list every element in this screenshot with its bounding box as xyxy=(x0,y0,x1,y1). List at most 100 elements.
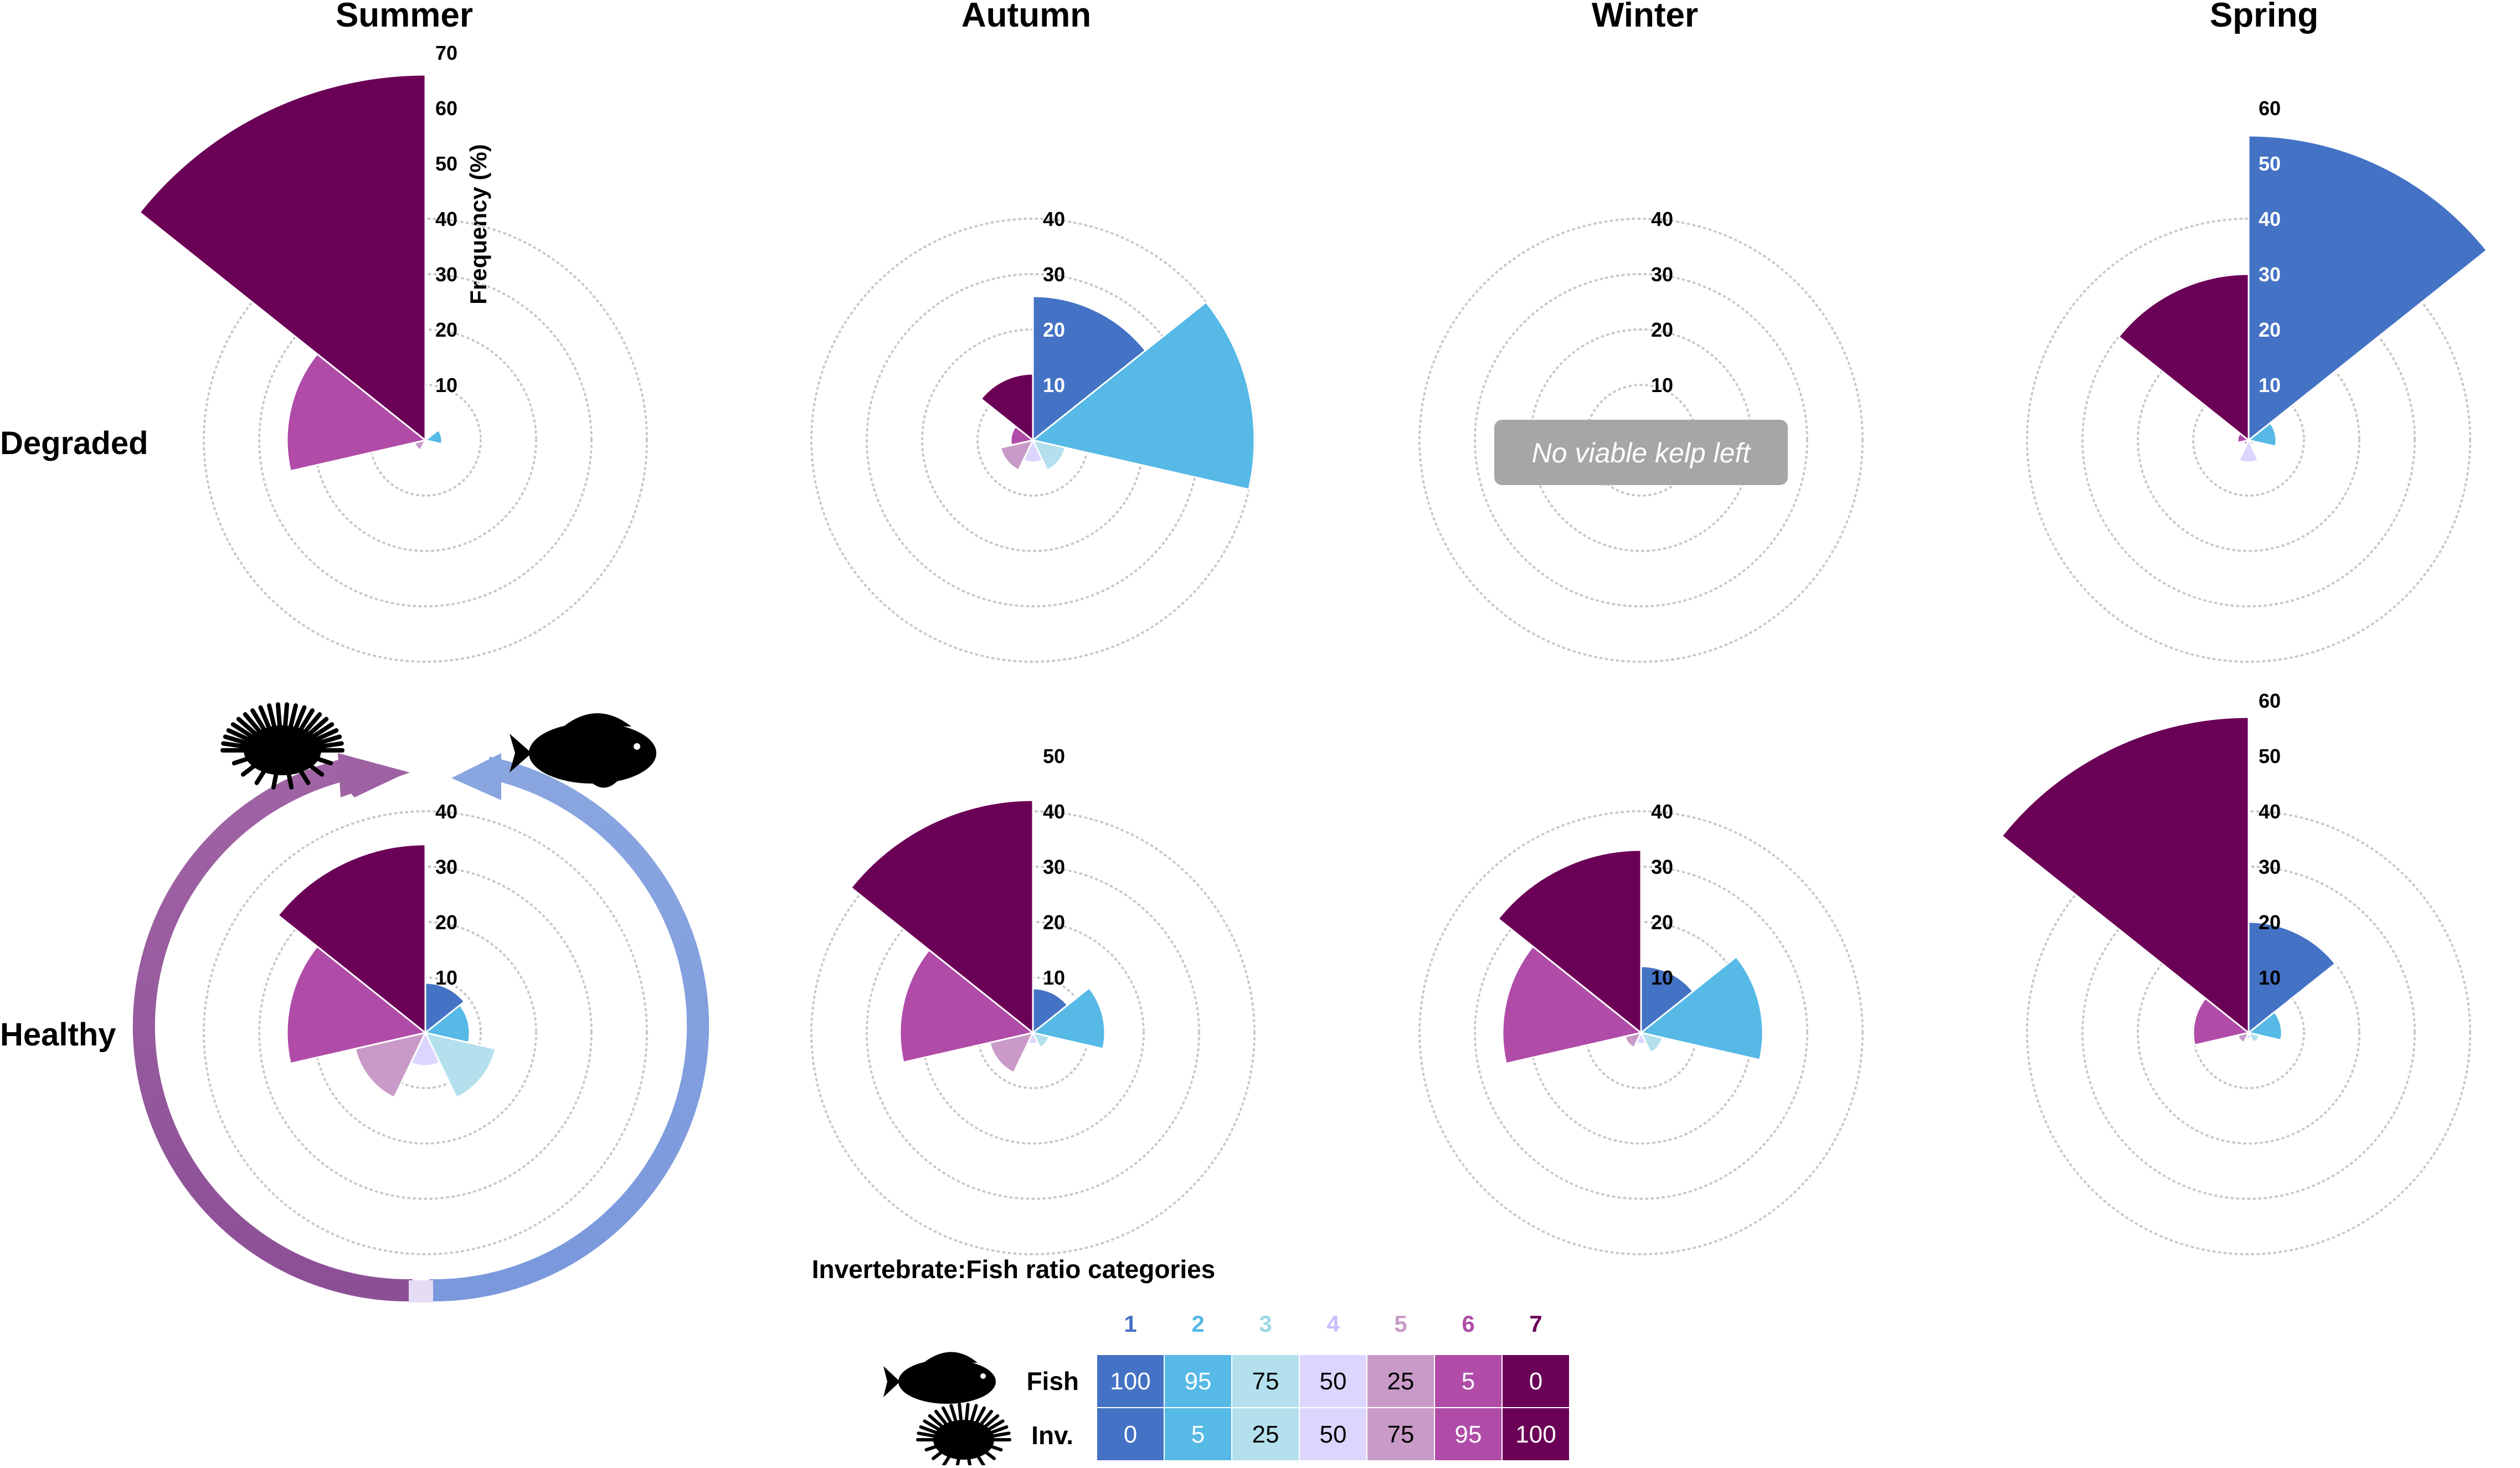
tick-label: 70 xyxy=(435,42,457,64)
tick-label: 50 xyxy=(2259,152,2281,175)
tick-label: 30 xyxy=(435,263,457,286)
tick-label: 10 xyxy=(1651,374,1673,396)
legend-cell-inv-5 xyxy=(1366,1407,1435,1461)
column-title-autumn: Autumn xyxy=(961,0,1091,34)
legend-value-inv-2: 5 xyxy=(1191,1421,1205,1448)
fish-icon xyxy=(510,713,656,788)
tick-label: 30 xyxy=(2259,263,2281,286)
tick-label: 20 xyxy=(2259,911,2281,934)
legend-cell-fish-2 xyxy=(1164,1354,1232,1408)
sector-cat-2 xyxy=(2246,1011,2283,1042)
legend: Invertebrate:Fish ratio categories 1 2 3 4 5… xyxy=(812,1255,1570,1468)
cycle-arrows xyxy=(132,753,709,1302)
sector-cat-7 xyxy=(277,843,426,1035)
tick-label: 20 xyxy=(2259,318,2281,341)
grid-circle xyxy=(203,218,648,663)
legend-value-fish-6: 5 xyxy=(1462,1368,1475,1395)
tick-label: 50 xyxy=(1043,745,1065,768)
legend-value-fish-5: 25 xyxy=(1387,1368,1415,1395)
legend-number-3: 3 xyxy=(1259,1311,1272,1337)
panel-spring-degraded: 10 20 30 40 50 60 xyxy=(2026,97,2488,663)
tick-label: 40 xyxy=(435,208,457,230)
sector-cat-5 xyxy=(354,1031,427,1099)
legend-cell-inv-4 xyxy=(1299,1407,1367,1461)
sector-cat-7 xyxy=(138,74,426,442)
arrow-left-arc xyxy=(132,756,413,1302)
row-title-healthy: Healthy xyxy=(0,1017,116,1053)
tick-label: 10 xyxy=(2259,966,2281,989)
sector-cat-4 xyxy=(2238,438,2260,463)
tick-label: 10 xyxy=(1043,966,1065,989)
grid-circle xyxy=(2026,218,2471,663)
panel-spring-healthy: 10 20 30 40 50 60 xyxy=(2000,689,2471,1255)
column-title-spring: Spring xyxy=(2210,0,2318,34)
legend-number-2: 2 xyxy=(1191,1311,1204,1337)
legend-value-inv-7: 100 xyxy=(1515,1421,1556,1448)
urchin-icon xyxy=(220,702,344,790)
sector-cat-5 xyxy=(989,1031,1035,1074)
tick-label: 40 xyxy=(1651,208,1673,230)
sector-cat-1 xyxy=(1032,295,1147,442)
sector-cat-3 xyxy=(1031,1031,1050,1049)
arrow-left-head-tip xyxy=(338,753,410,797)
tick-label: 60 xyxy=(2259,689,2281,712)
legend-value-fish-3: 75 xyxy=(1252,1368,1279,1395)
no-kelp-note: No viable kelp left xyxy=(1494,420,1788,485)
sector-cat-1 xyxy=(1032,987,1069,1035)
sector-cat-3 xyxy=(2247,1031,2261,1044)
sector-cat-7 xyxy=(1496,849,1642,1035)
sector-cat-7 xyxy=(2000,716,2250,1035)
tick-label: 60 xyxy=(435,97,457,120)
legend-value-inv-3: 25 xyxy=(1252,1421,1279,1448)
legend-value-inv-4: 50 xyxy=(1320,1421,1347,1448)
legend-cell-inv-6 xyxy=(1434,1407,1503,1461)
legend-title: Invertebrate:Fish ratio categories xyxy=(812,1255,1216,1284)
tick-label: 10 xyxy=(435,374,457,396)
legend-cell-inv-2 xyxy=(1164,1407,1232,1461)
sector-cat-6 xyxy=(286,352,428,472)
tick-label: 30 xyxy=(435,856,457,878)
tick-label: 40 xyxy=(2259,800,2281,823)
sector-cat-6 xyxy=(286,945,428,1065)
tick-label: 40 xyxy=(1043,208,1065,230)
sector-cat-2 xyxy=(1031,301,1256,491)
tick-label: 20 xyxy=(435,911,457,934)
legend-number-6: 6 xyxy=(1462,1311,1474,1337)
tick-label: 60 xyxy=(2259,97,2281,120)
tick-label: 40 xyxy=(1651,800,1673,823)
legend-cell-fish-3 xyxy=(1231,1354,1300,1408)
tick-label: 50 xyxy=(435,152,457,175)
sector-cat-1 xyxy=(2248,921,2337,1035)
panel-summer-degraded: 10 20 30 40 50 60 70 xyxy=(138,42,648,663)
sector-cat-6 xyxy=(899,949,1035,1064)
sector-cat-1 xyxy=(1640,965,1694,1035)
tick-label: 20 xyxy=(1651,911,1673,934)
legend-value-inv-5: 75 xyxy=(1387,1421,1415,1448)
tick-label: 30 xyxy=(2259,856,2281,878)
column-title-winter: Winter xyxy=(1592,0,1698,34)
grid-circle xyxy=(1418,218,1864,663)
legend-value-fish-4: 50 xyxy=(1320,1368,1347,1395)
legend-fish-label: Fish xyxy=(1026,1367,1079,1395)
tick-label: 30 xyxy=(1651,263,1673,286)
tick-label: 10 xyxy=(1651,966,1673,989)
legend-cell-inv-3 xyxy=(1231,1407,1300,1461)
sector-cat-7 xyxy=(2117,273,2250,442)
sector-cat-2 xyxy=(1639,955,1764,1061)
tick-label: 10 xyxy=(1043,374,1065,396)
sector-cat-1 xyxy=(424,982,466,1035)
sector-cat-1 xyxy=(2248,135,2488,442)
panel-summer-healthy: 10 20 30 40 xyxy=(203,800,648,1255)
legend-fish-icon xyxy=(883,1352,996,1404)
tick-label: 20 xyxy=(435,318,457,341)
sector-cat-2 xyxy=(2246,421,2277,447)
grid-circle xyxy=(1474,273,1808,607)
sector-cat-2 xyxy=(423,429,443,445)
legend-cell-inv-1 xyxy=(1096,1407,1165,1461)
legend-cell-inv-7 xyxy=(1501,1407,1570,1461)
column-title-summer: Summer xyxy=(336,0,473,34)
legend-value-inv-6: 95 xyxy=(1455,1421,1482,1448)
sector-cat-6 xyxy=(1501,945,1643,1065)
legend-value-inv-1: 0 xyxy=(1124,1421,1137,1448)
